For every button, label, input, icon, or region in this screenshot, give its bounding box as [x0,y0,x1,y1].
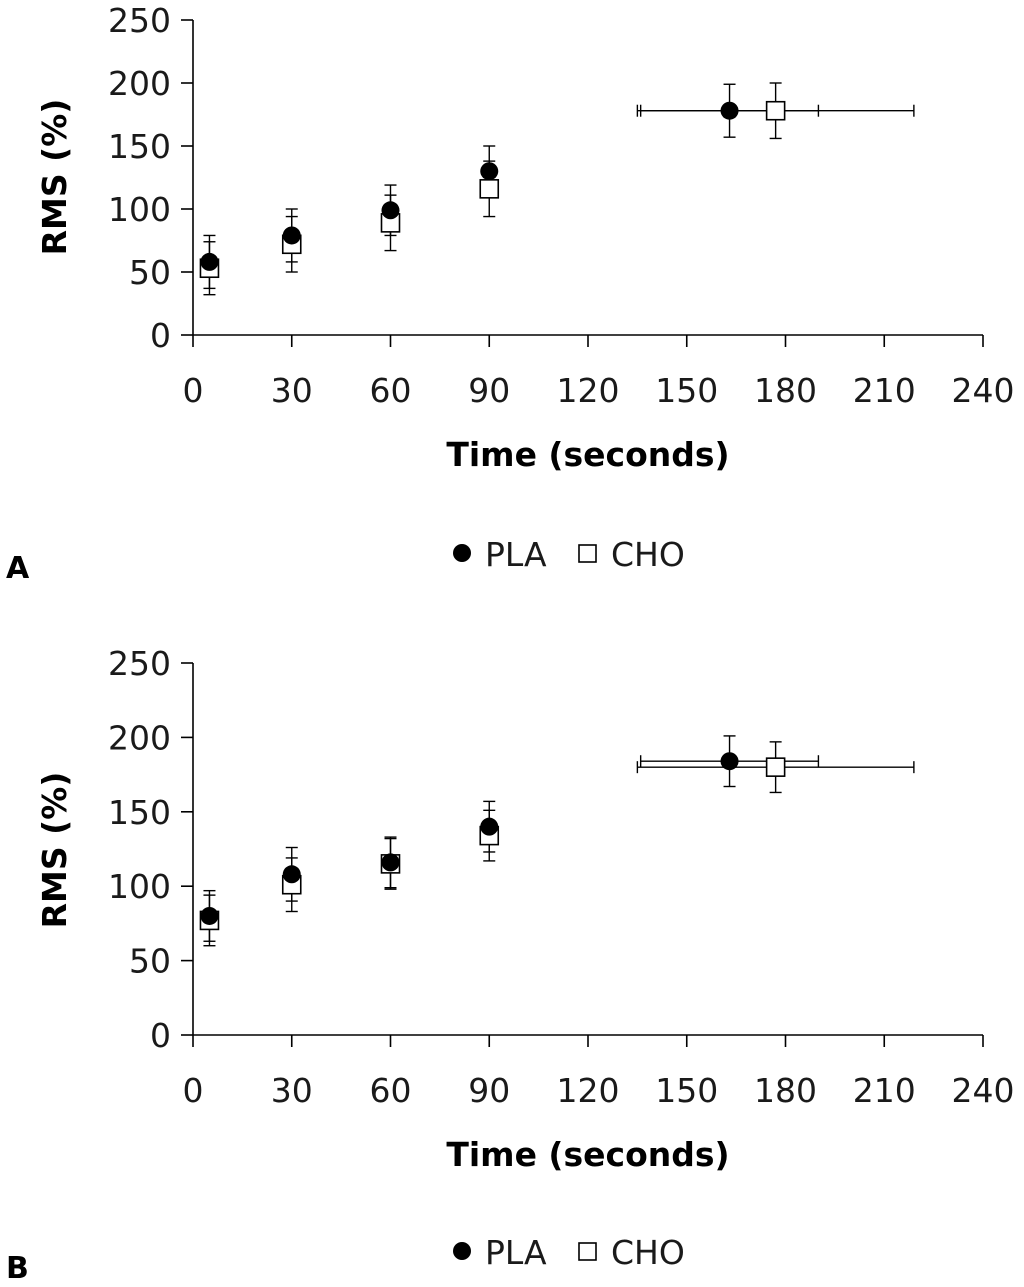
pla-point [720,752,739,771]
chart-a-x-axis-title: Time (seconds) [446,435,729,474]
x-tick-label: 60 [370,371,412,410]
x-tick-label: 150 [655,1071,718,1110]
chart-a-y-axis-title: RMS (%) [35,99,74,256]
cho-point [479,179,500,199]
legend-cho-marker [578,544,597,563]
y-tick-label: 100 [108,190,171,229]
x-tick-label: 0 [183,371,204,410]
chart-a-legend: PLA CHO [453,535,685,574]
pla-point [282,865,301,884]
chart-b-legend: PLA CHO [453,1233,685,1272]
y-tick-label: 150 [108,793,171,832]
x-tick-label: 180 [754,371,817,410]
x-tick-label: 30 [271,1071,313,1110]
legend-cho-marker [578,1242,597,1261]
chart-panel-a: 0 50 100 150 200 250 0 30 60 90 120 150 180 210 240 Ti… [0,0,1024,640]
legend-cho-label: CHO [611,535,685,574]
y-tick-label: 100 [108,867,171,906]
y-tick-label: 50 [129,253,171,292]
cho-point [765,100,786,121]
x-tick-label: 150 [655,371,718,410]
chart-b-svg: 0 50 100 150 200 250 0 30 60 90 120 150 180 210 240 Ti… [6,644,1015,1286]
legend-pla-label: PLA [485,1233,547,1272]
chart-a-marks [199,82,915,296]
pla-point [720,101,739,120]
x-tick-label: 210 [853,1071,916,1110]
chart-b-y-axis-title: RMS (%) [35,772,74,929]
pla-point [381,201,400,220]
x-tick-label: 90 [468,371,510,410]
chart-b-marks [199,735,915,947]
cho-point [765,757,786,777]
x-tick-label: 120 [557,371,620,410]
x-tick-label: 210 [853,371,916,410]
x-tick-label: 0 [183,1071,204,1110]
chart-a-axes: 0 50 100 150 200 250 0 30 60 90 120 150 180 210 240 [108,1,1015,410]
legend-pla-label: PLA [485,535,547,574]
pla-point [200,906,219,925]
pla-point [381,853,400,872]
legend-pla-marker [453,544,471,562]
y-tick-label: 200 [108,64,171,103]
pla-point [480,162,499,181]
y-tick-label: 250 [108,1,171,40]
y-tick-label: 0 [150,1016,171,1055]
pla-point [480,817,499,836]
x-tick-label: 90 [468,1071,510,1110]
chart-a-svg: 0 50 100 150 200 250 0 30 60 90 120 150 180 210 240 Ti… [6,1,1015,586]
y-tick-label: 0 [150,316,171,355]
panel-label-a: A [6,551,30,586]
x-tick-label: 60 [370,1071,412,1110]
panel-label-b: B [6,1251,29,1286]
x-tick-label: 240 [952,1071,1015,1110]
chart-panel-b: 0 50 100 150 200 250 0 30 60 90 120 150 180 210 240 Ti… [0,640,1024,1287]
chart-b-axes: 0 50 100 150 200 250 0 30 60 90 120 150 180 210 240 [108,644,1015,1110]
legend-cho-label: CHO [611,1233,685,1272]
chart-b-x-axis-title: Time (seconds) [446,1135,729,1174]
x-tick-label: 180 [754,1071,817,1110]
x-tick-label: 240 [952,371,1015,410]
x-tick-label: 30 [271,371,313,410]
y-tick-label: 150 [108,127,171,166]
y-tick-label: 50 [129,942,171,981]
legend-pla-marker [453,1242,471,1260]
y-tick-label: 200 [108,718,171,757]
pla-point [200,252,219,271]
pla-point [282,226,301,245]
x-tick-label: 120 [557,1071,620,1110]
y-tick-label: 250 [108,644,171,683]
